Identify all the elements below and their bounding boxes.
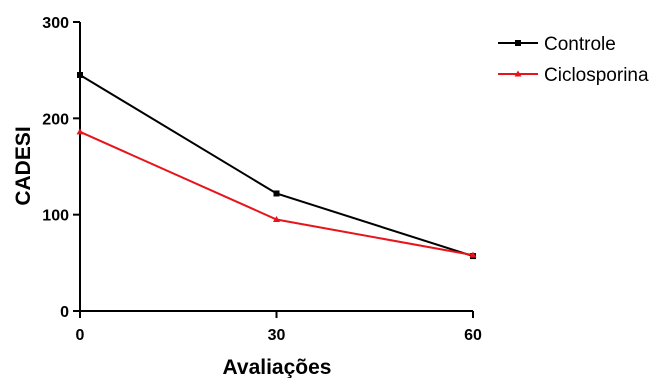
data-point — [77, 71, 83, 78]
x-ticks: 0 30 60 — [76, 311, 482, 344]
legend-marker — [515, 40, 521, 46]
data-point — [469, 251, 477, 258]
y-tick-label: 100 — [42, 208, 69, 225]
y-tick-label: 200 — [42, 111, 69, 128]
y-ticks: 0 100 200 300 — [42, 15, 80, 321]
y-tick-label: 300 — [42, 15, 69, 32]
data-point — [273, 190, 280, 197]
legend-item: Controle — [498, 34, 616, 55]
axes — [79, 22, 473, 312]
series-group — [76, 71, 477, 260]
legend-label: Ciclosporina — [544, 65, 649, 86]
legend: Controle Ciclosporina — [498, 34, 649, 86]
legend-label: Controle — [544, 34, 616, 55]
data-point — [273, 215, 280, 222]
series-controle — [77, 71, 476, 260]
x-axis-title: Avaliações — [223, 356, 332, 378]
x-tick-label: 60 — [464, 327, 482, 344]
legend-marker — [514, 70, 522, 77]
x-tick-label: 30 — [268, 327, 286, 344]
y-tick-label: 0 — [60, 304, 69, 321]
series-line — [79, 74, 474, 258]
series-ciclosporina — [76, 128, 477, 258]
legend-item: Ciclosporina — [498, 65, 649, 86]
x-tick-label: 0 — [76, 327, 85, 344]
y-axis-title: CADESI — [12, 126, 35, 205]
data-point — [76, 128, 84, 135]
